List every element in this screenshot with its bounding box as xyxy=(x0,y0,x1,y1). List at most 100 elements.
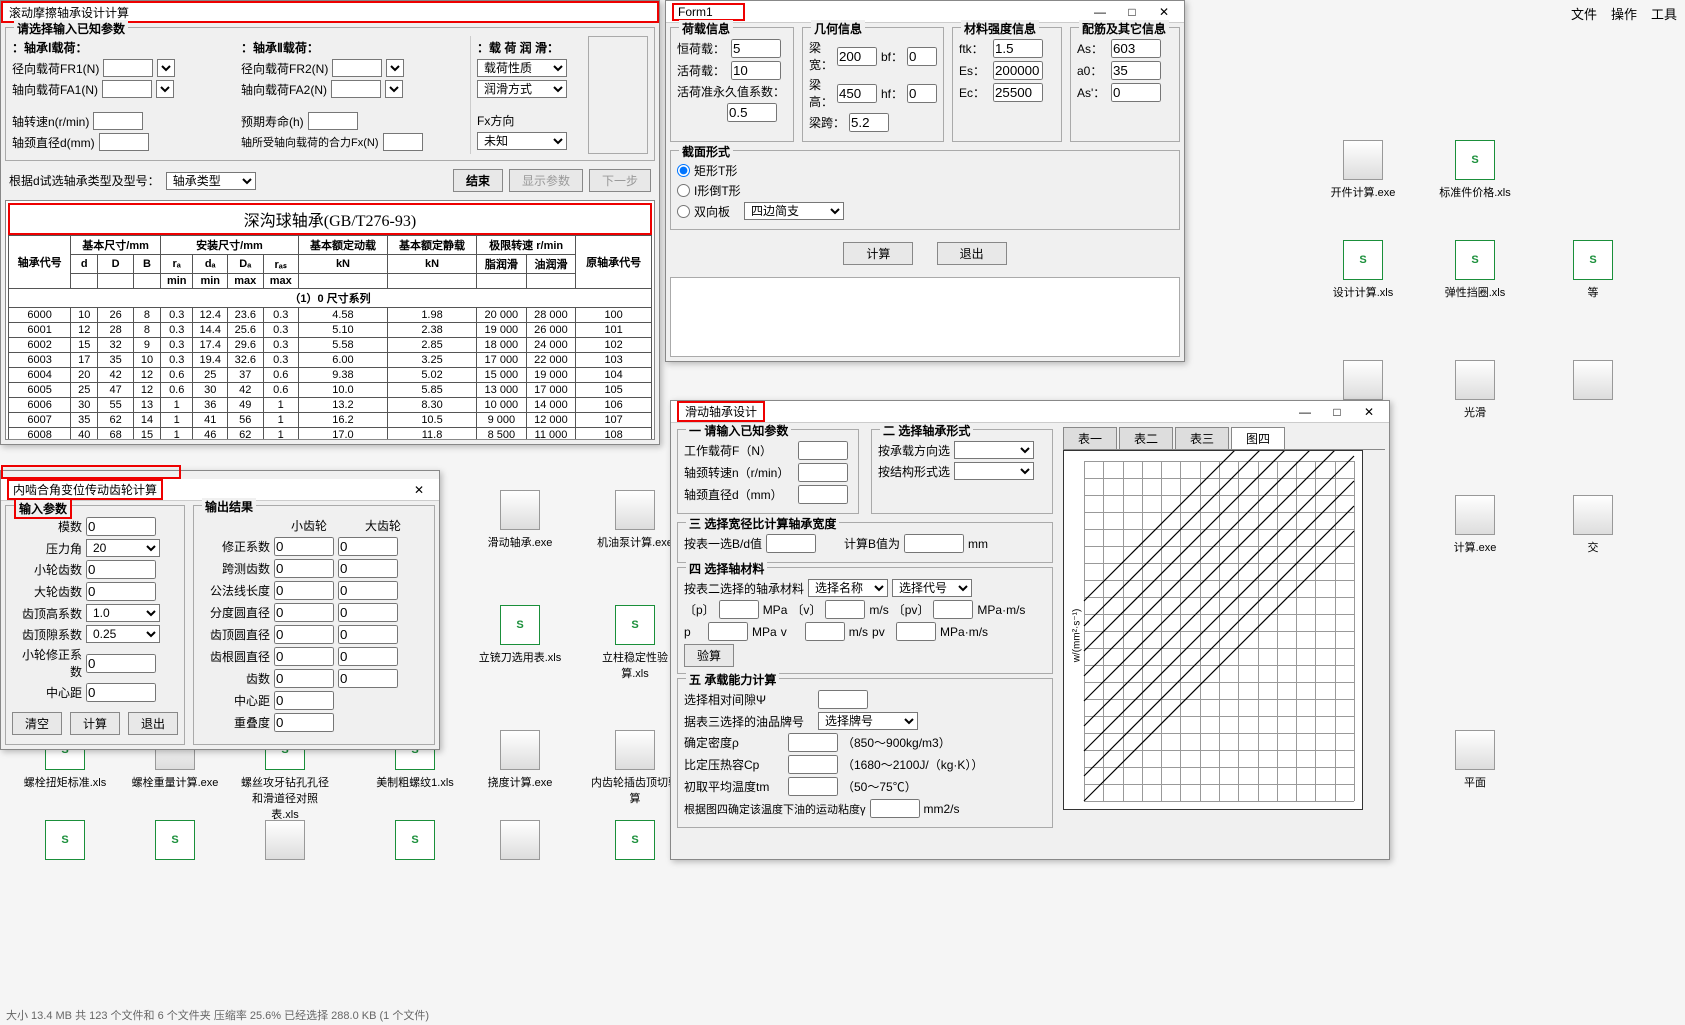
sel-fa1[interactable] xyxy=(156,80,174,98)
inp-cp[interactable] xyxy=(788,755,838,774)
desktop-icon[interactable]: S xyxy=(130,820,220,864)
desktop-icon[interactable]: S设计计算.xls xyxy=(1318,240,1408,300)
btn-gear-exit[interactable]: 退出 xyxy=(128,712,178,735)
inp-z2[interactable] xyxy=(86,582,156,601)
desktop-icon[interactable]: 交 xyxy=(1548,495,1638,555)
inp-rho[interactable] xyxy=(788,733,838,752)
btn-gear-clear[interactable]: 清空 xyxy=(12,712,62,735)
inp-v2[interactable] xyxy=(805,622,845,641)
close-icon[interactable]: ✕ xyxy=(1150,3,1178,21)
sel-fr2[interactable] xyxy=(386,59,404,77)
inp-v[interactable] xyxy=(825,600,865,619)
tab-4[interactable]: 图四 xyxy=(1231,427,1285,449)
btn-check[interactable]: 验算 xyxy=(684,644,734,667)
min-icon[interactable]: — xyxy=(1086,3,1114,21)
sel-fr1[interactable] xyxy=(157,59,175,77)
inp-life[interactable] xyxy=(308,112,358,130)
desktop-icon[interactable]: S标准件价格.xls xyxy=(1430,140,1520,200)
btn-show[interactable]: 显示参数 xyxy=(509,169,583,192)
inp-rpm[interactable] xyxy=(93,112,143,130)
inp-constload[interactable] xyxy=(731,39,781,58)
inp-m[interactable] xyxy=(86,517,156,536)
sel-matname[interactable]: 选择名称 xyxy=(808,579,888,597)
inp-F[interactable] xyxy=(798,441,848,460)
menu-tool[interactable]: 工具 xyxy=(1651,4,1677,23)
sel-hc[interactable]: 0.25 xyxy=(86,625,160,643)
desktop-icon[interactable]: 光滑 xyxy=(1430,360,1520,420)
sel-ha[interactable]: 1.0 xyxy=(86,604,160,622)
inp-bd[interactable] xyxy=(766,534,816,553)
inp-ec[interactable] xyxy=(993,83,1043,102)
inp-hf[interactable] xyxy=(907,84,937,103)
inp-p[interactable] xyxy=(719,600,759,619)
app-menubar[interactable]: 文件 操作 工具 xyxy=(1571,4,1677,23)
inp-xs[interactable] xyxy=(86,654,156,673)
min-icon-4[interactable]: — xyxy=(1291,403,1319,421)
inp-ftk[interactable] xyxy=(993,39,1043,58)
inp-es[interactable] xyxy=(993,61,1043,80)
sel-bystru[interactable] xyxy=(954,462,1034,480)
inp-span[interactable] xyxy=(849,113,889,132)
inp-fr1[interactable] xyxy=(103,59,153,77)
inp-bw[interactable] xyxy=(837,47,877,66)
inp-n[interactable] xyxy=(798,463,848,482)
inp-pv[interactable] xyxy=(933,600,973,619)
radio-slab[interactable] xyxy=(677,205,690,218)
btn-form1-calc[interactable]: 计算 xyxy=(843,242,913,265)
desktop-icon[interactable]: 滑动轴承.exe xyxy=(475,490,565,550)
titlebar-sliding[interactable]: 滑动轴承设计 —□✕ xyxy=(671,401,1389,423)
inp-as[interactable] xyxy=(1111,39,1161,58)
inp-perm[interactable] xyxy=(727,103,777,122)
tabs[interactable]: 表一 表二 表三 图四 xyxy=(1063,427,1385,450)
btn-end[interactable]: 结束 xyxy=(453,169,503,192)
sel-pa[interactable]: 20 xyxy=(86,539,160,557)
desktop-icon[interactable]: S弹性挡圈.xls xyxy=(1430,240,1520,300)
menu-file[interactable]: 文件 xyxy=(1571,4,1597,23)
sel-slab[interactable]: 四边简支 xyxy=(744,202,844,220)
desktop-icon[interactable]: 计算.exe xyxy=(1430,495,1520,555)
sel-loadkind[interactable]: 载荷性质 xyxy=(477,59,567,77)
close-icon-3[interactable]: ✕ xyxy=(405,481,433,499)
sel-fa2[interactable] xyxy=(385,80,403,98)
inp-diam[interactable] xyxy=(99,133,149,151)
desktop-icon[interactable] xyxy=(240,820,330,864)
desktop-icon[interactable]: S xyxy=(20,820,110,864)
tab-3[interactable]: 表三 xyxy=(1175,427,1229,449)
sel-fxdir[interactable]: 未知 xyxy=(477,132,567,150)
sel-brand[interactable]: 选择牌号 xyxy=(818,712,918,730)
desktop-icon[interactable]: S立铳刀选用表.xls xyxy=(475,605,565,665)
inp-psi[interactable] xyxy=(818,690,868,709)
menu-op[interactable]: 操作 xyxy=(1611,4,1637,23)
inp-fa2[interactable] xyxy=(331,80,381,98)
desktop-icon[interactable] xyxy=(475,820,565,864)
btn-gear-calc[interactable]: 计算 xyxy=(70,712,120,735)
desktop-icon[interactable]: 平面 xyxy=(1430,730,1520,790)
inp-fr2[interactable] xyxy=(332,59,382,77)
inp-gamma[interactable] xyxy=(870,799,920,818)
sel-matcode[interactable]: 选择代号 xyxy=(892,579,972,597)
inp-B[interactable] xyxy=(904,534,964,553)
radio-rect[interactable] xyxy=(677,164,690,177)
inp-bf[interactable] xyxy=(907,47,937,66)
radio-i[interactable] xyxy=(677,184,690,197)
inp-z1[interactable] xyxy=(86,560,156,579)
inp-fa1[interactable] xyxy=(102,80,152,98)
sel-lube[interactable]: 润滑方式 xyxy=(477,80,567,98)
btn-form1-exit[interactable]: 退出 xyxy=(937,242,1007,265)
desktop-icon[interactable]: 机油泵计算.exe xyxy=(590,490,680,550)
desktop-icon[interactable]: S xyxy=(370,820,460,864)
desktop-icon[interactable]: 挠度计算.exe xyxy=(475,730,565,790)
max-icon-4[interactable]: □ xyxy=(1323,403,1351,421)
inp-fx[interactable] xyxy=(383,133,423,151)
tab-2[interactable]: 表二 xyxy=(1119,427,1173,449)
tab-1[interactable]: 表一 xyxy=(1063,427,1117,449)
desktop-icon[interactable] xyxy=(1548,360,1638,404)
close-icon-4[interactable]: ✕ xyxy=(1355,403,1383,421)
inp-tm[interactable] xyxy=(788,777,838,796)
inp-cd[interactable] xyxy=(86,683,156,702)
inp-a0[interactable] xyxy=(1111,61,1161,80)
inp-bh[interactable] xyxy=(837,84,877,103)
inp-pv2[interactable] xyxy=(896,622,936,641)
desktop-icon[interactable]: S xyxy=(590,820,680,864)
inp-d4[interactable] xyxy=(798,485,848,504)
